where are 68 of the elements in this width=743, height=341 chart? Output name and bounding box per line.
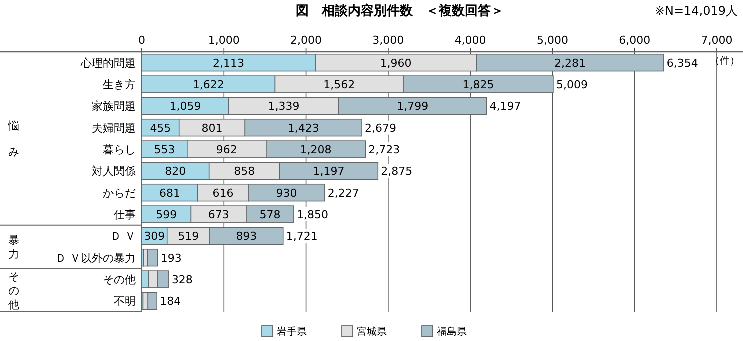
x-tick-label: 0 — [138, 34, 146, 47]
text: その他 — [8, 270, 20, 312]
data-label: 1,197 — [313, 165, 345, 178]
data-label: 1,960 — [380, 56, 412, 70]
text: ※N=14,019人 — [654, 4, 738, 18]
text: 悩み — [8, 120, 20, 159]
total-label: 5,009 — [556, 78, 588, 92]
data-label: 578 — [260, 208, 281, 222]
data-label: 553 — [154, 144, 176, 156]
x-tick-label: 3,000 — [372, 34, 404, 47]
x-tick-label: 2,000 — [290, 34, 322, 47]
total-label: 328 — [172, 274, 193, 286]
legend-label: 岩手県 — [277, 326, 307, 338]
total-label: 193 — [160, 252, 182, 265]
total-label: 184 — [160, 295, 182, 308]
data-label: 962 — [216, 144, 238, 156]
y-tick-label: からだ — [103, 186, 136, 200]
x-axis-title: （件） — [710, 56, 740, 67]
data-label: 673 — [208, 208, 230, 222]
data-label: 930 — [276, 186, 298, 200]
legend-label: 宮城県 — [357, 326, 387, 338]
total-label: 2,875 — [381, 165, 413, 178]
x-tick-label: 5,000 — [536, 34, 568, 47]
x-tick-label: 6,000 — [619, 34, 651, 47]
x-tick-label: 4,000 — [454, 34, 486, 47]
total-label: 2,723 — [368, 144, 400, 156]
y-tick-label: 不明 — [114, 295, 136, 308]
total-label: 1,850 — [296, 208, 328, 222]
data-label: 1,423 — [288, 122, 320, 135]
data-label: 820 — [165, 165, 186, 178]
data-label: 1,059 — [170, 100, 202, 114]
data-label: 1,622 — [192, 78, 224, 92]
y-tick-label: Ｄ Ｖ以外の暴力 — [56, 252, 136, 265]
data-label: 309 — [144, 230, 166, 244]
data-label: 616 — [212, 186, 234, 200]
text: 暴力 — [8, 234, 20, 261]
data-label: 1,799 — [397, 100, 429, 114]
total-label: 1,721 — [286, 230, 318, 244]
data-label: 893 — [236, 230, 258, 244]
data-label: 1,208 — [300, 144, 332, 156]
y-tick-label: 生き方 — [103, 78, 136, 92]
y-tick-label: 夫婦問題 — [92, 122, 136, 135]
y-tick-label: 対人関係 — [92, 165, 136, 178]
y-tick-label: 心理的問題 — [80, 56, 136, 70]
y-tick-label: その他 — [103, 274, 136, 286]
data-label: 681 — [159, 186, 180, 200]
total-label: 2,227 — [328, 186, 360, 200]
data-label: 2,113 — [213, 56, 245, 70]
data-label: 455 — [150, 122, 172, 135]
total-label: 4,197 — [490, 100, 522, 114]
total-label: 6,354 — [666, 56, 698, 70]
legend-label: 福島県 — [437, 326, 467, 338]
data-label: 801 — [202, 122, 223, 135]
data-label: 599 — [156, 208, 178, 222]
data-label: 858 — [234, 165, 256, 178]
data-label: 1,339 — [268, 100, 300, 114]
y-tick-label: 家族問題 — [92, 100, 136, 114]
x-tick-label: 7,000 — [701, 34, 733, 47]
chart-title: 図 相談内容別件数 ＜複数回答＞ — [296, 3, 504, 19]
y-tick-label: Ｄ Ｖ — [110, 230, 136, 244]
data-label: 1,825 — [462, 78, 494, 92]
y-tick-label: 暮らし — [103, 144, 136, 156]
data-label: 2,281 — [554, 56, 586, 70]
y-tick-label: 仕事 — [114, 208, 136, 222]
total-label: 2,679 — [365, 122, 397, 135]
data-label: 519 — [178, 230, 200, 244]
data-label: 1,562 — [324, 78, 356, 92]
x-tick-label: 1,000 — [208, 34, 240, 47]
